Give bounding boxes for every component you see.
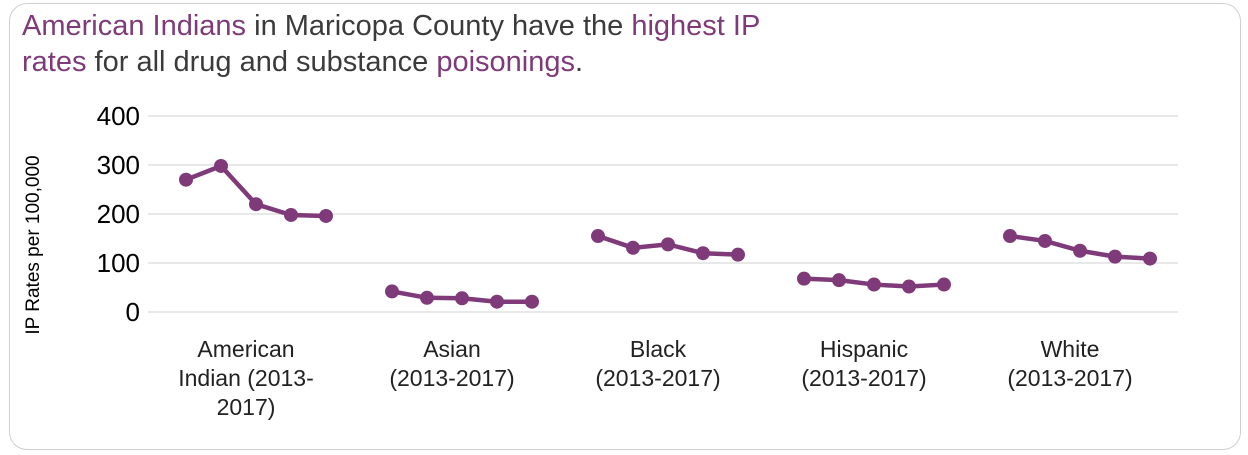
- data-point: [661, 237, 675, 252]
- category-labels: American Indian (2013- 2017) Asian (2013-201…: [178, 336, 1132, 420]
- data-point: [455, 291, 469, 306]
- data-point: [731, 247, 745, 262]
- category-label: (2013-2017): [595, 365, 720, 391]
- data-point: [319, 208, 333, 223]
- data-point: [937, 277, 951, 292]
- title-text: in Maricopa County have the: [246, 10, 632, 42]
- data-point: [179, 172, 193, 187]
- y-tick-label: 300: [97, 150, 140, 180]
- category-label: (2013-2017): [1007, 365, 1132, 391]
- data-point: [1073, 243, 1087, 258]
- title-text: for all drug and substance: [86, 46, 437, 78]
- data-point: [1038, 233, 1052, 248]
- title-highlight-text: highest IP: [631, 10, 761, 42]
- data-point: [902, 279, 916, 294]
- data-point: [385, 284, 399, 299]
- data-point: [832, 273, 846, 288]
- title-highlight-text: poisonings: [436, 46, 575, 78]
- chart-card: [9, 3, 1241, 450]
- data-point: [214, 158, 228, 173]
- category-label: (2013-2017): [389, 365, 514, 391]
- chart-title: American Indians in Maricopa County have…: [22, 8, 1002, 80]
- data-point: [626, 240, 640, 255]
- title-text: .: [574, 46, 584, 78]
- series-lines: [179, 158, 1157, 309]
- y-tick-label: 100: [97, 248, 140, 278]
- category-label: Asian: [423, 336, 481, 362]
- category-label: White: [1041, 336, 1100, 362]
- data-point: [284, 207, 298, 222]
- category-label: American: [197, 336, 294, 362]
- category-label: 2017): [217, 394, 276, 420]
- title-highlight-text: American Indians: [22, 10, 247, 42]
- data-point: [1143, 251, 1157, 266]
- data-point: [490, 294, 504, 309]
- data-point: [1108, 249, 1122, 264]
- data-point: [1003, 229, 1017, 244]
- data-point: [525, 294, 539, 309]
- category-label: Hispanic: [820, 336, 908, 362]
- y-tick-label: 400: [97, 101, 140, 131]
- y-tick-label: 200: [97, 199, 140, 229]
- y-tick-label: 0: [126, 297, 140, 327]
- data-point: [591, 229, 605, 244]
- data-point: [696, 246, 710, 261]
- category-label: (2013-2017): [801, 365, 926, 391]
- data-point: [867, 277, 881, 292]
- y-axis-ticks: 0 100 200 300 400: [97, 101, 140, 327]
- data-point: [797, 271, 811, 286]
- title-highlight-text: rates: [22, 46, 87, 78]
- category-label: Black: [630, 336, 687, 362]
- data-point: [249, 197, 263, 212]
- category-label: Indian (2013-: [178, 365, 314, 391]
- data-point: [420, 290, 434, 305]
